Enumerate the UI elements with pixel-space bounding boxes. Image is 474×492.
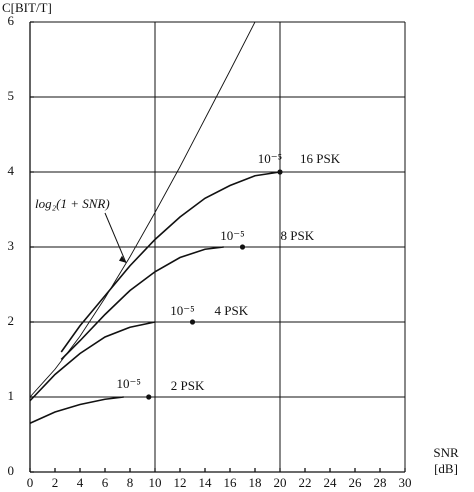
x-tick-label: 22 bbox=[299, 475, 312, 490]
y-tick-label: 6 bbox=[8, 13, 15, 28]
curve-label: 4 PSK bbox=[215, 303, 249, 318]
marker bbox=[277, 169, 283, 175]
marker bbox=[146, 394, 152, 400]
error-rate-label: 10⁻⁵ bbox=[220, 228, 244, 243]
curve bbox=[29, 396, 124, 424]
y-axis-label: C[BIT/T] bbox=[2, 0, 52, 15]
x-tick-label: 12 bbox=[174, 475, 187, 490]
curve bbox=[29, 321, 156, 402]
marker bbox=[189, 319, 196, 325]
error-rate-label: 10⁻⁵ bbox=[170, 303, 194, 318]
x-tick-label: 26 bbox=[349, 475, 363, 490]
x-tick-label: 6 bbox=[102, 475, 109, 490]
x-axis-label: SNR bbox=[433, 445, 459, 460]
curve-label: 16 PSK bbox=[300, 151, 341, 166]
arrow bbox=[104, 212, 127, 263]
y-tick-label: 5 bbox=[8, 88, 15, 103]
x-tick-label: 0 bbox=[27, 475, 34, 490]
x-tick-label: 20 bbox=[274, 475, 287, 490]
error-rate-label: 10⁻⁵ bbox=[258, 151, 282, 166]
x-tick-label: 24 bbox=[324, 475, 338, 490]
y-tick-label: 3 bbox=[8, 238, 15, 253]
y-tick-label: 0 bbox=[8, 463, 15, 478]
x-axis-unit: [dB] bbox=[434, 461, 458, 476]
curve bbox=[60, 246, 224, 361]
x-tick-label: 18 bbox=[249, 475, 262, 490]
x-tick-label: 14 bbox=[199, 475, 213, 490]
x-tick-label: 4 bbox=[77, 475, 84, 490]
curve-label: 2 PSK bbox=[171, 378, 205, 393]
x-tick-label: 2 bbox=[52, 475, 59, 490]
curve-label: 8 PSK bbox=[281, 228, 315, 243]
arrow-head bbox=[119, 255, 126, 263]
curve bbox=[60, 171, 281, 353]
x-tick-label: 16 bbox=[224, 475, 238, 490]
x-tick-label: 8 bbox=[127, 475, 134, 490]
marker bbox=[239, 244, 246, 250]
x-tick-label: 10 bbox=[149, 475, 162, 490]
x-tick-label: 30 bbox=[399, 475, 412, 490]
error-rate-label: 10⁻⁵ bbox=[117, 376, 141, 391]
y-tick-label: 4 bbox=[8, 163, 15, 178]
y-tick-label: 2 bbox=[8, 313, 15, 328]
curve-label: log₂(1 + SNR) bbox=[35, 196, 110, 211]
x-tick-label: 28 bbox=[374, 475, 387, 490]
y-tick-label: 1 bbox=[8, 388, 15, 403]
